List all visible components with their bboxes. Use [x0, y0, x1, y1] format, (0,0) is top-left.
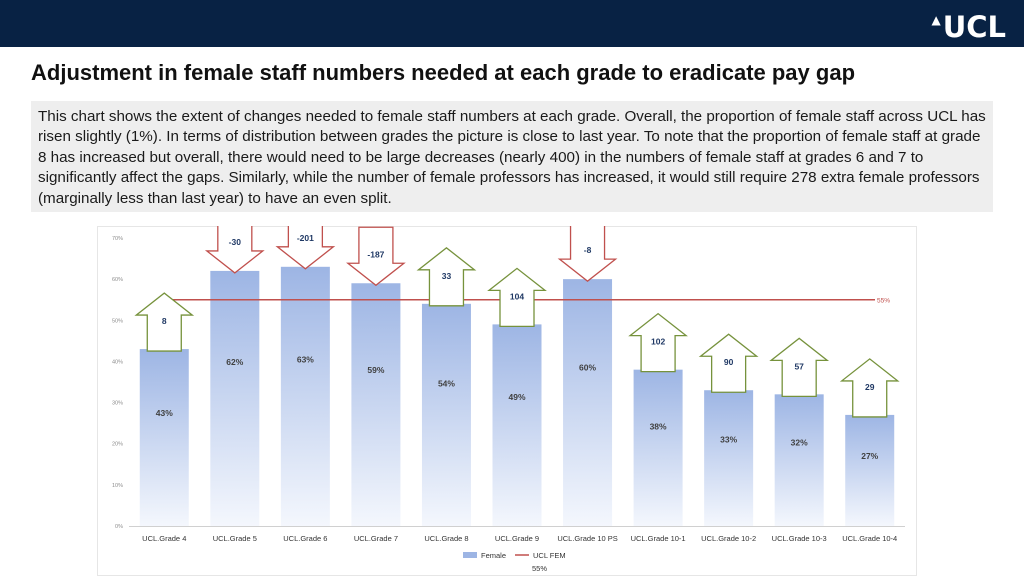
legend-swatch-female	[463, 552, 477, 558]
increase-arrow	[134, 292, 195, 352]
bar	[351, 283, 401, 526]
decrease-arrow	[204, 214, 265, 274]
x-tick-label: UCL.Grade 4	[142, 534, 186, 543]
increase-arrow	[698, 333, 759, 393]
y-tick-label: 0%	[115, 524, 123, 530]
bar-value-label: 59%	[367, 365, 384, 375]
bar	[139, 349, 189, 526]
y-tick-label: 30%	[112, 401, 123, 407]
y-tick-label: 20%	[112, 442, 123, 448]
header-bar: ▲ UCL	[0, 0, 1024, 47]
y-tick-label: 50%	[112, 318, 123, 324]
increase-arrow	[416, 247, 477, 307]
x-tick-label: UCL.Grade 6	[283, 534, 327, 543]
bar	[492, 324, 542, 526]
decrease-arrow	[557, 222, 618, 282]
bar	[210, 270, 260, 526]
bar	[563, 279, 613, 526]
adjustment-label: 104	[510, 291, 524, 301]
x-tick-label: UCL.Grade 10-3	[772, 534, 827, 543]
x-tick-label: UCL.Grade 10-1	[631, 534, 686, 543]
y-tick-label: 70%	[112, 236, 123, 242]
increase-arrow	[628, 312, 688, 373]
bar-value-label: 49%	[508, 392, 525, 402]
page-title: Adjustment in female staff numbers neede…	[31, 60, 856, 85]
legend-sub-label: 55%	[532, 564, 547, 573]
bar-value-label: 63%	[297, 355, 314, 365]
x-tick-label: UCL.Grade 8	[424, 534, 468, 543]
reference-line-label: 55%	[877, 298, 890, 305]
adjustment-label: 33	[442, 271, 452, 281]
bar-value-label: 62%	[226, 357, 243, 367]
adjustment-label: -8	[584, 245, 592, 255]
y-tick-label: 60%	[112, 277, 123, 283]
bar-value-label: 60%	[579, 363, 596, 373]
x-tick-label: UCL.Grade 10 PS	[557, 534, 617, 543]
adjustment-label: -201	[297, 233, 314, 243]
adjustment-label: 102	[651, 337, 665, 347]
chart-container: 0% 10% 20% 30% 40% 50% 60% 70% 43% UCL.Grade 4 62%…	[97, 210, 917, 576]
adjustment-label: 90	[724, 357, 734, 367]
x-tick-label: UCL.Grade 5	[213, 534, 257, 543]
bar-value-label: 38%	[650, 421, 667, 431]
bar-value-label: 33%	[720, 435, 737, 445]
bar	[421, 303, 471, 526]
bar	[774, 394, 824, 526]
x-tick-label: UCL.Grade 7	[354, 534, 398, 543]
bar-value-label: 32%	[791, 437, 808, 447]
increase-arrow	[839, 358, 900, 418]
bar	[845, 414, 895, 526]
decrease-arrow	[346, 226, 406, 287]
legend-label-ucl-fem: UCL FEM	[533, 551, 566, 560]
bar-chart: 0% 10% 20% 30% 40% 50% 60% 70% 43% UCL.Grade 4 62%…	[97, 210, 917, 576]
bar	[280, 266, 330, 526]
adjustment-label: -187	[367, 249, 384, 259]
logo-text: UCL	[942, 10, 1006, 44]
bar-value-label: 54%	[438, 379, 455, 389]
ucl-logo: ▲ UCL	[931, 12, 1006, 42]
adjustment-label: 57	[794, 361, 804, 371]
bar-value-label: 27%	[861, 451, 878, 461]
adjustment-label: -30	[229, 237, 242, 247]
y-tick-label: 10%	[112, 483, 123, 489]
bar-value-label: 43%	[156, 408, 173, 418]
chart-description: This chart shows the extent of changes n…	[31, 101, 993, 212]
increase-arrow	[487, 267, 547, 328]
bar	[633, 369, 683, 526]
x-tick-label: UCL.Grade 10-2	[701, 534, 756, 543]
x-tick-label: UCL.Grade 9	[495, 534, 539, 543]
portico-dome-icon: ▲	[931, 13, 941, 27]
adjustment-label: 8	[162, 316, 167, 326]
legend-label-female: Female	[481, 551, 506, 560]
adjustment-label: 29	[865, 382, 875, 392]
increase-arrow	[769, 337, 830, 397]
y-tick-label: 40%	[112, 359, 123, 365]
bar	[704, 390, 754, 526]
x-tick-label: UCL.Grade 10-4	[842, 534, 897, 543]
